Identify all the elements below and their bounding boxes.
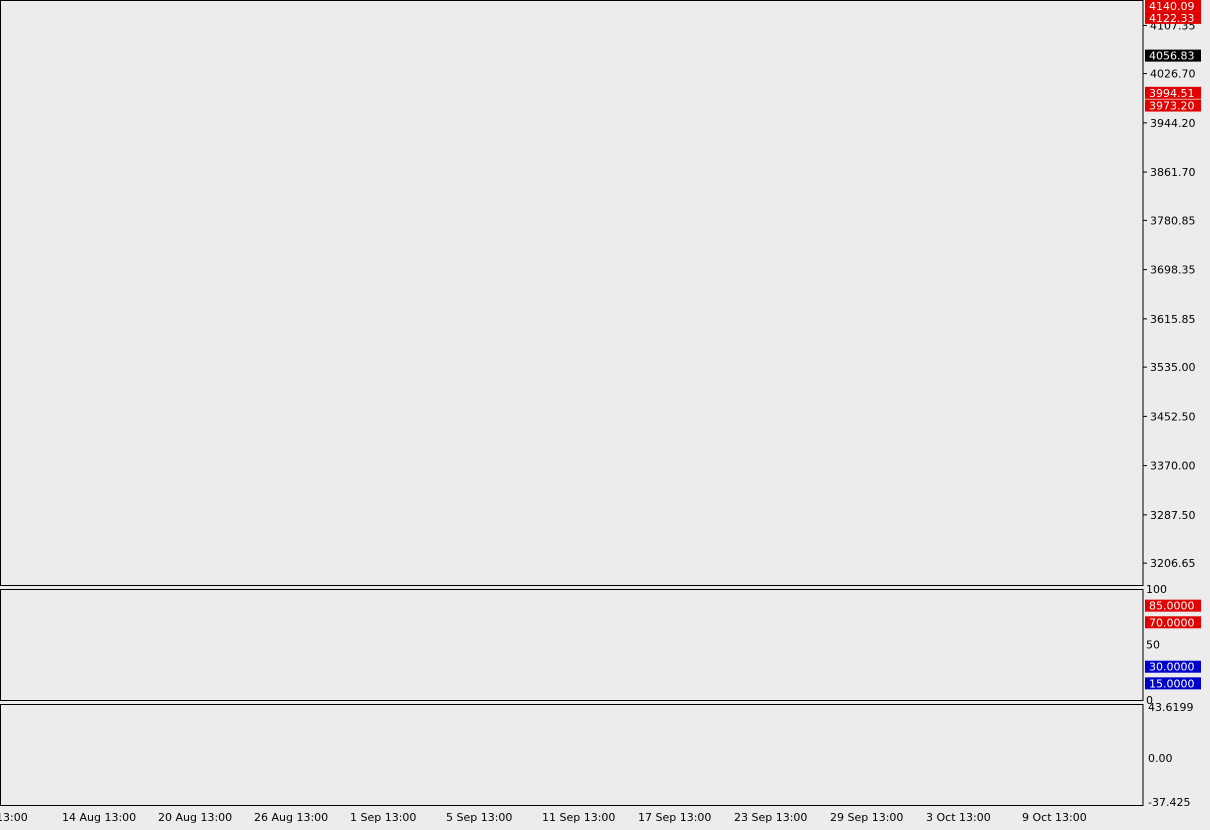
level-tag-label: 4056.83 — [1149, 50, 1195, 63]
oscillator-level-tag — [1145, 599, 1201, 612]
price-tick-label: 3370.00 — [1150, 460, 1196, 473]
time-tick-label: 1 Sep 13:00 — [350, 811, 416, 824]
macd-frame — [0, 704, 1144, 806]
price-tick-label: 3944.20 — [1150, 117, 1196, 130]
oscillator-level-label: 30.0000 — [1149, 661, 1195, 674]
level-tag — [1145, 86, 1201, 99]
oscillator-level-label: 15.0000 — [1149, 677, 1195, 690]
level-tag-label: 3973.20 — [1149, 100, 1195, 113]
oscillator-level-tag — [1145, 660, 1201, 673]
price-tick-label: 3206.65 — [1150, 557, 1196, 570]
time-tick-label: 14 Aug 13:00 — [62, 811, 136, 824]
oscillator-tick-label: 0 — [1146, 694, 1153, 707]
oscillator-tick-label: 50 — [1146, 639, 1160, 652]
level-tag — [1145, 99, 1201, 112]
price-tick-label: 3698.35 — [1150, 264, 1196, 277]
oscillator-level-label: 70.0000 — [1149, 616, 1195, 629]
level-tag-label: 4122.33 — [1149, 12, 1195, 25]
price-tick-label: 3452.50 — [1150, 410, 1196, 423]
time-tick-label: 3 Oct 13:00 — [926, 811, 991, 824]
time-tick-label: 29 Sep 13:00 — [830, 811, 903, 824]
macd-tick-label: 0.00 — [1148, 752, 1173, 765]
price-tick-label: 3535.00 — [1150, 361, 1196, 374]
level-tag-label: 4140.09 — [1149, 0, 1195, 13]
oscillator-level-tag — [1145, 677, 1201, 690]
time-tick-label: 11 Sep 13:00 — [542, 811, 615, 824]
time-tick-label: 20 Aug 13:00 — [158, 811, 232, 824]
price-tick-label: 4026.70 — [1150, 68, 1196, 81]
level-tag-label: 3994.51 — [1149, 87, 1195, 100]
time-tick-label: 9 Oct 13:00 — [1022, 811, 1087, 824]
price-tick-label: 3861.70 — [1150, 166, 1196, 179]
oscillator-level-tag — [1145, 616, 1201, 629]
level-tag — [1145, 0, 1201, 12]
time-tick-label: 5 Sep 13:00 — [446, 811, 512, 824]
macd-tick-label: -37.425 — [1148, 796, 1190, 809]
price-tick-label: 3615.85 — [1150, 313, 1196, 326]
time-tick-label: 13:00 — [0, 811, 28, 824]
price-frame — [0, 0, 1144, 586]
oscillator-level-label: 85.0000 — [1149, 600, 1195, 613]
time-tick-label: 23 Sep 13:00 — [734, 811, 807, 824]
oscillator-frame — [0, 589, 1144, 701]
level-tag — [1145, 11, 1201, 24]
price-tick-label: 3287.50 — [1150, 509, 1196, 522]
oscillator-tick-label: 100 — [1146, 583, 1167, 596]
price-tick-label: 3780.85 — [1150, 214, 1196, 227]
time-tick-label: 26 Aug 13:00 — [254, 811, 328, 824]
macd-tick-label: 43.6199 — [1148, 701, 1194, 714]
level-tag — [1145, 49, 1201, 62]
time-tick-label: 17 Sep 13:00 — [638, 811, 711, 824]
